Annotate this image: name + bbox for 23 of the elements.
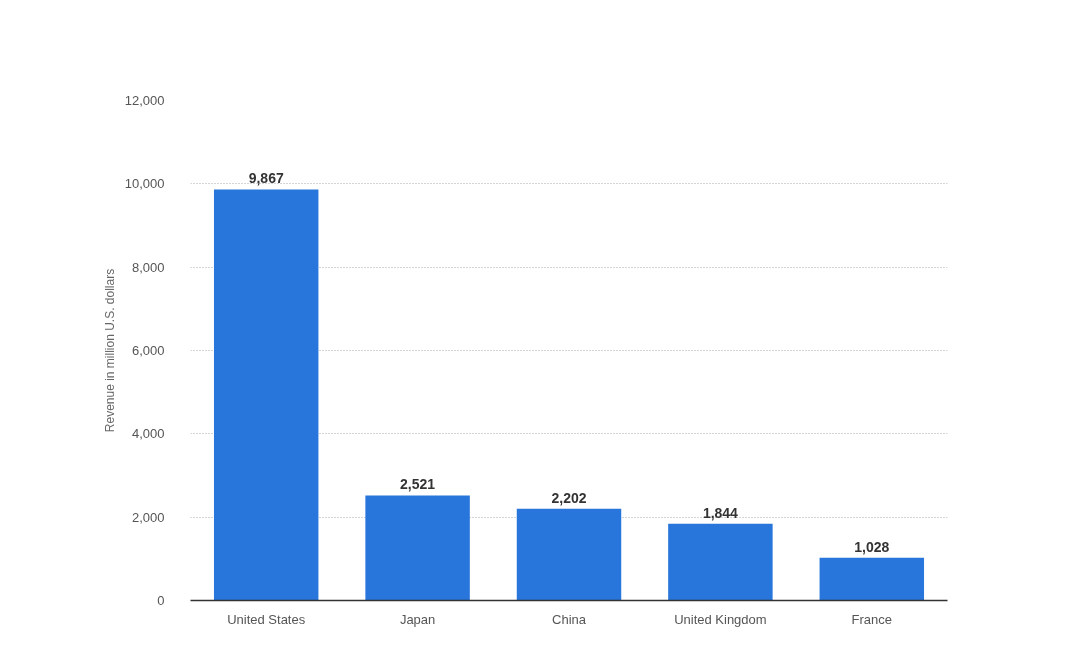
y-tick-label: 8,000 <box>131 259 165 275</box>
x-tick-label: China <box>552 611 587 627</box>
x-tick-label: France <box>851 611 893 627</box>
bar <box>365 495 470 601</box>
data-label: 1,844 <box>702 504 739 521</box>
y-axis-title: Revenue in million U.S. dollars <box>102 268 117 433</box>
y-tick-label: 10,000 <box>124 176 165 192</box>
y-tick-label: 6,000 <box>131 343 165 358</box>
data-label: 2,521 <box>400 476 436 493</box>
x-tick-label: United States <box>227 611 306 627</box>
bar <box>516 508 622 601</box>
data-label: 2,202 <box>551 489 587 506</box>
y-tick-label: 12,000 <box>124 93 165 108</box>
x-tick-label: United Kingdom <box>674 611 767 627</box>
y-tick-label: 2,000 <box>131 509 165 525</box>
x-tick-label: Japan <box>399 611 436 627</box>
bar <box>819 557 925 601</box>
y-tick-label: 4,000 <box>131 426 165 442</box>
data-label: 9,867 <box>248 170 284 187</box>
bar <box>668 523 773 601</box>
y-tick-label: 0 <box>157 593 165 608</box>
data-label: 1,028 <box>854 538 890 555</box>
bar <box>213 189 319 601</box>
